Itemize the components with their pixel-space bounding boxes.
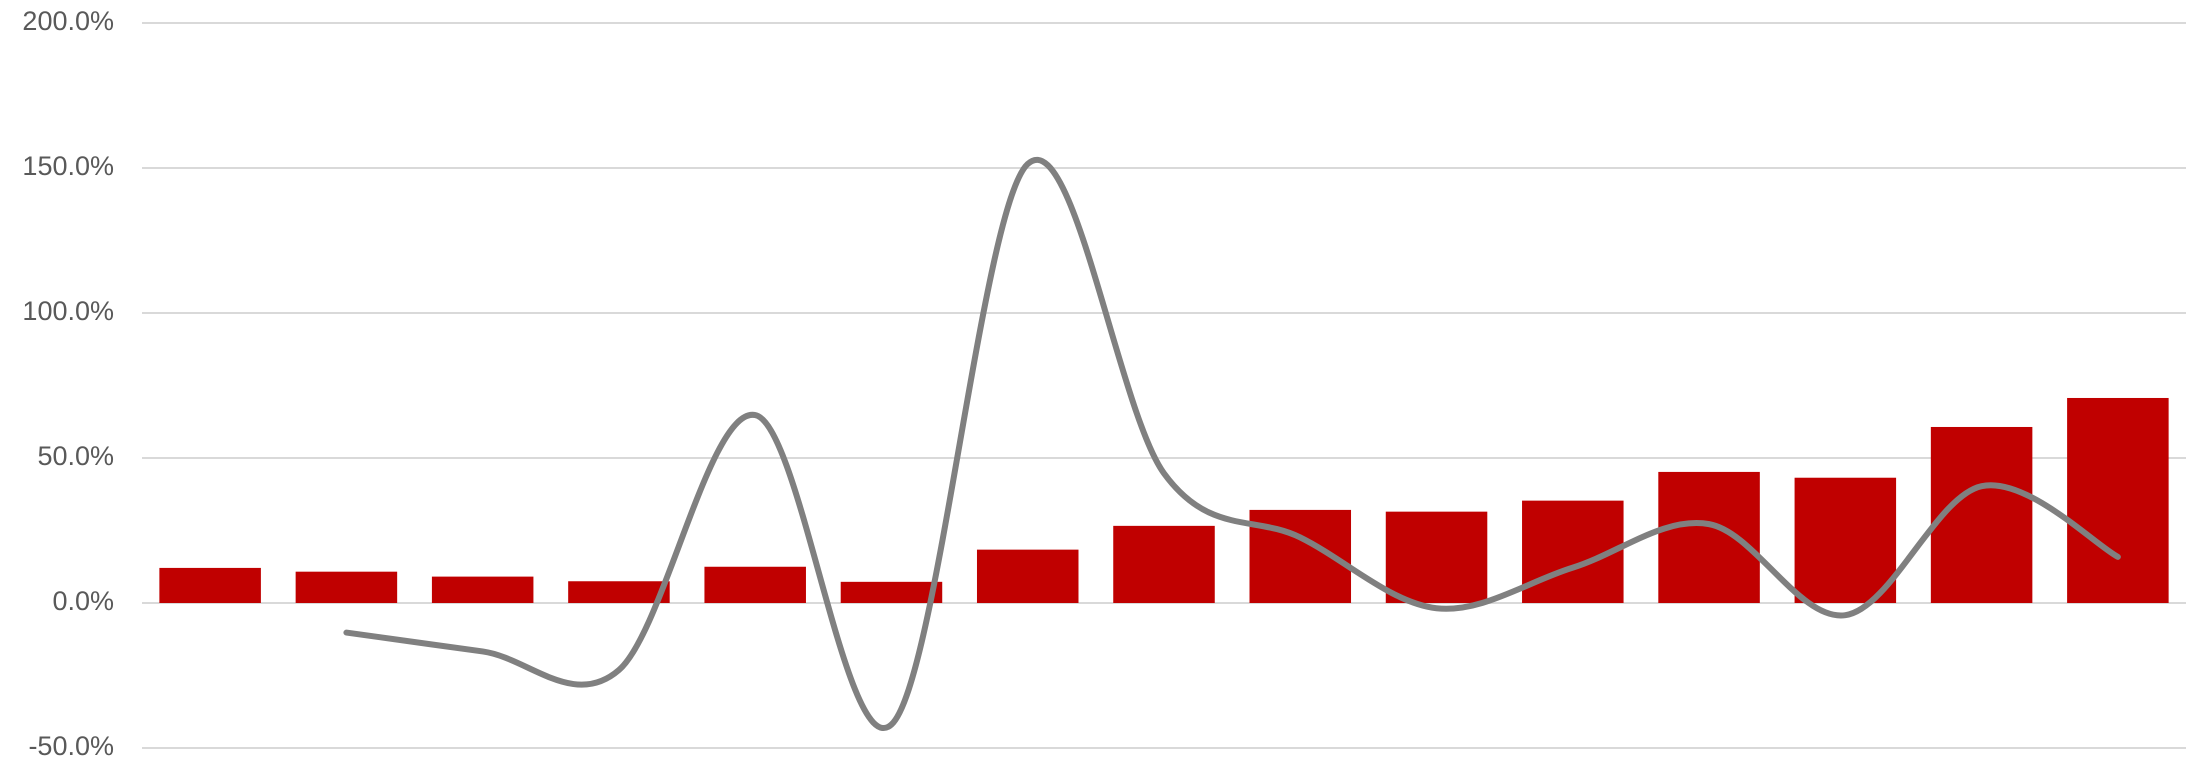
bar <box>1113 525 1215 603</box>
bar <box>431 576 534 603</box>
bar <box>840 581 943 603</box>
bar <box>704 566 806 603</box>
y-tick-label: 50.0% <box>37 441 114 471</box>
y-tick-label: 150.0% <box>22 151 114 181</box>
bar <box>159 567 261 603</box>
y-tick-label: 100.0% <box>22 296 114 326</box>
bar <box>1930 426 2033 603</box>
bar <box>568 581 670 603</box>
bar <box>1385 511 1488 603</box>
y-tick-label: -50.0% <box>28 731 114 761</box>
line-series <box>343 157 2121 731</box>
y-axis-tick-labels: -50.0% 0.0% 50.0% 100.0% 150.0% 200.0% <box>22 6 114 761</box>
y-tick-label: 200.0% <box>22 6 114 36</box>
bar <box>2067 397 2169 603</box>
line-series-path <box>343 157 2121 731</box>
bar <box>976 549 1079 603</box>
bar <box>1794 477 1897 603</box>
bar-series <box>159 397 2169 603</box>
gridlines <box>142 22 2186 749</box>
bar <box>295 571 398 603</box>
bar <box>1658 471 1760 603</box>
y-tick-label: 0.0% <box>52 586 114 616</box>
